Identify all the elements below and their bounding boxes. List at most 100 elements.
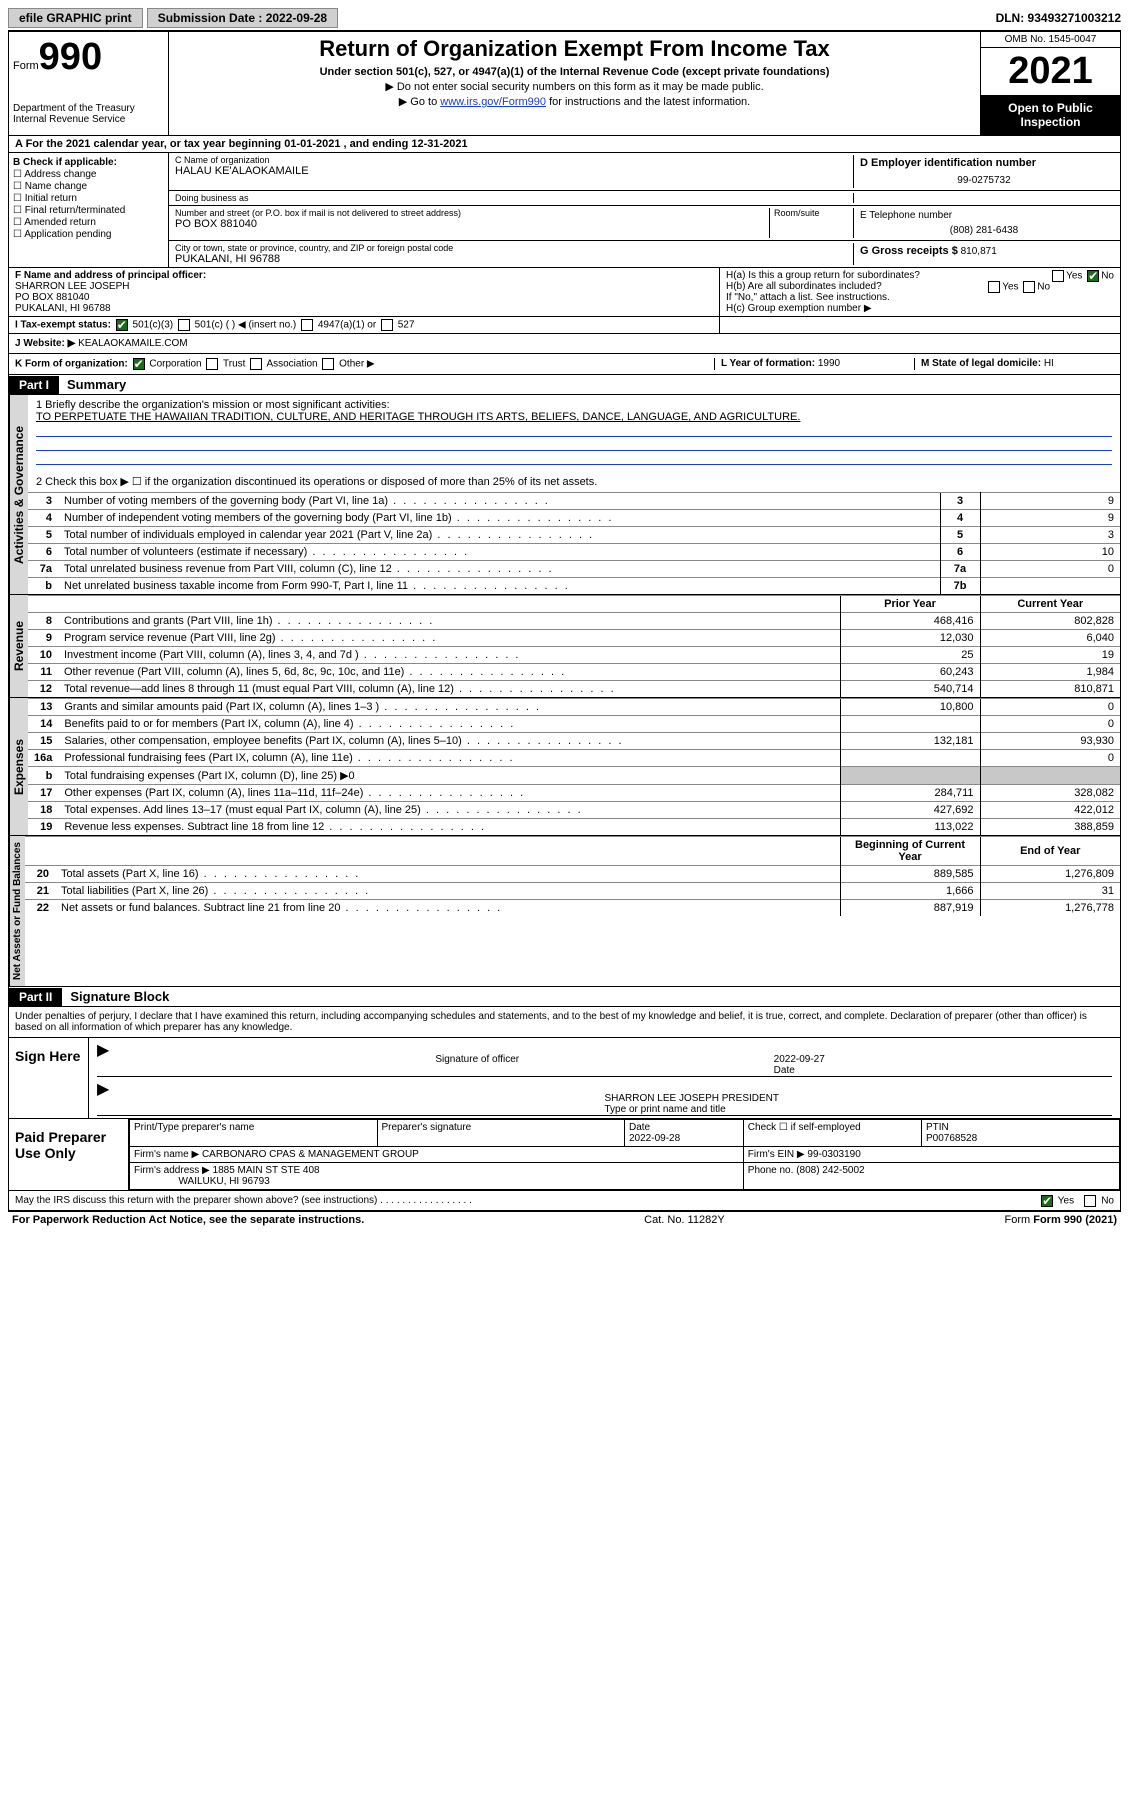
city-value: PUKALANI, HI 96788 — [175, 253, 849, 265]
section-revenue: Revenue Prior YearCurrent Year 8Contribu… — [8, 595, 1121, 698]
revenue-table: Prior YearCurrent Year 8Contributions an… — [28, 595, 1120, 697]
dln-label: DLN: 93493271003212 — [996, 11, 1121, 25]
form-header: Form990 Department of the Treasury Inter… — [8, 31, 1121, 136]
may-irs-discuss: May the IRS discuss this return with the… — [9, 1190, 1120, 1210]
chk-name-change[interactable]: ☐ Name change — [13, 181, 164, 192]
table-row: 7aTotal unrelated business revenue from … — [28, 561, 1120, 578]
chk-address-change[interactable]: ☐ Address change — [13, 169, 164, 180]
table-row: bTotal fundraising expenses (Part IX, co… — [28, 767, 1120, 785]
table-row: 22Net assets or fund balances. Subtract … — [25, 900, 1120, 917]
table-row: 16aProfessional fundraising fees (Part I… — [28, 750, 1120, 767]
tax-year: 2021 — [981, 48, 1120, 95]
chk-application-pending[interactable]: ☐ Application pending — [13, 229, 164, 240]
signature-arrow-icon: ▶ — [97, 1040, 435, 1076]
table-row: 10Investment income (Part VIII, column (… — [28, 647, 1120, 664]
declaration-text: Under penalties of perjury, I declare th… — [9, 1007, 1120, 1037]
phone-label: E Telephone number — [860, 210, 1108, 221]
table-row: 17Other expenses (Part IX, column (A), l… — [28, 785, 1120, 802]
firm-phone: (808) 242-5002 — [796, 1165, 864, 1176]
table-row: 5Total number of individuals employed in… — [28, 527, 1120, 544]
table-row: 6Total number of volunteers (estimate if… — [28, 544, 1120, 561]
city-label: City or town, state or province, country… — [175, 243, 849, 253]
may-irs-yes-checked — [1041, 1195, 1053, 1207]
efile-print-button[interactable]: efile GRAPHIC print — [8, 8, 143, 28]
tab-revenue: Revenue — [9, 595, 28, 697]
ein-value: 99-0275732 — [860, 169, 1108, 186]
section-expenses: Expenses 13Grants and similar amounts pa… — [8, 698, 1121, 836]
table-row: 21Total liabilities (Part X, line 26)1,6… — [25, 883, 1120, 900]
addr-value: PO BOX 881040 — [175, 218, 769, 230]
tab-net-assets: Net Assets or Fund Balances — [9, 836, 25, 986]
addr-label: Number and street (or P.O. box if mail i… — [175, 208, 769, 218]
table-row: 12Total revenue—add lines 8 through 11 (… — [28, 681, 1120, 698]
irs-link[interactable]: www.irs.gov/Form990 — [440, 96, 546, 108]
table-row: 9Program service revenue (Part VIII, lin… — [28, 630, 1120, 647]
row-a-tax-year: A For the 2021 calendar year, or tax yea… — [8, 136, 1121, 153]
row-i: I Tax-exempt status: 501(c)(3) 501(c) ( … — [8, 317, 1121, 334]
ptin-value: P00768528 — [926, 1133, 977, 1144]
signature-block: Under penalties of perjury, I declare th… — [8, 1007, 1121, 1211]
part-2-header: Part II Signature Block — [8, 987, 1121, 1007]
line-2: 2 Check this box ▶ ☐ if the organization… — [28, 471, 1120, 492]
h-a: H(a) Is this a group return for subordin… — [726, 270, 1114, 281]
gross-receipts-label: G Gross receipts $ — [860, 245, 958, 257]
form-title: Return of Organization Exempt From Incom… — [177, 36, 972, 62]
firm-addr2: WAILUKU, HI 96793 — [178, 1176, 269, 1187]
box-b: B Check if applicable: ☐ Address change … — [9, 153, 169, 267]
page-footer: For Paperwork Reduction Act Notice, see … — [8, 1211, 1121, 1228]
firm-ein: 99-0303190 — [807, 1149, 860, 1160]
part-1-header: Part I Summary — [8, 375, 1121, 395]
table-row: 4Number of independent voting members of… — [28, 510, 1120, 527]
signature-arrow-icon: ▶ — [97, 1079, 605, 1115]
table-row: 15Salaries, other compensation, employee… — [28, 733, 1120, 750]
table-row: 8Contributions and grants (Part VIII, li… — [28, 613, 1120, 630]
signature-date: 2022-09-27 — [774, 1054, 825, 1065]
form-number: Form990 — [13, 36, 164, 79]
dba-label: Doing business as — [175, 193, 849, 203]
table-row: 19Revenue less expenses. Subtract line 1… — [28, 819, 1120, 836]
table-row: 13Grants and similar amounts paid (Part … — [28, 699, 1120, 716]
row-klm: K Form of organization: Corporation Trus… — [8, 354, 1121, 375]
h-c: H(c) Group exemption number ▶ — [726, 303, 1114, 314]
signature-officer-label: Signature of officer — [435, 1040, 773, 1076]
open-inspection-badge: Open to Public Inspection — [981, 95, 1120, 135]
h-b: H(b) Are all subordinates included? Yes … — [726, 281, 1114, 292]
chk-501c3 — [116, 319, 128, 331]
form-note-1: ▶ Do not enter social security numbers o… — [177, 80, 972, 93]
officer-addr2: PUKALANI, HI 96788 — [15, 303, 713, 314]
year-formation: 1990 — [818, 358, 840, 369]
gross-receipts-value: 810,871 — [961, 246, 997, 257]
table-row: bNet unrelated business taxable income f… — [28, 578, 1120, 595]
line-1-label: 1 Briefly describe the organization's mi… — [36, 399, 1112, 411]
org-name-label: C Name of organization — [175, 155, 849, 165]
state-domicile: HI — [1044, 358, 1054, 369]
paid-preparer-label: Paid Preparer Use Only — [9, 1119, 129, 1190]
section-activities-governance: Activities & Governance 1 Briefly descri… — [8, 395, 1121, 595]
officer-name: SHARRON LEE JOSEPH — [15, 281, 713, 292]
sign-here-label: Sign Here — [9, 1038, 89, 1118]
officer-print-name: SHARRON LEE JOSEPH PRESIDENT — [605, 1093, 779, 1104]
row-f-h: F Name and address of principal officer:… — [8, 268, 1121, 317]
preparer-table: Print/Type preparer's name Preparer's si… — [129, 1119, 1120, 1190]
table-row: 20Total assets (Part X, line 16)889,5851… — [25, 866, 1120, 883]
form-note-2: ▶ Go to www.irs.gov/Form990 for instruct… — [177, 95, 972, 108]
ein-label: D Employer identification number — [860, 157, 1108, 169]
department-label: Department of the Treasury Internal Reve… — [13, 103, 164, 125]
chk-amended-return[interactable]: ☐ Amended return — [13, 217, 164, 228]
top-bar: efile GRAPHIC print Submission Date : 20… — [8, 8, 1121, 31]
form-subtitle: Under section 501(c), 527, or 4947(a)(1)… — [177, 66, 972, 78]
row-j: J Website: ▶ KEALAOKAMAILE.COM — [8, 334, 1121, 354]
chk-final-return[interactable]: ☐ Final return/terminated — [13, 205, 164, 216]
org-name: HALAU KE'ALAOKAMAILE — [175, 165, 849, 177]
tab-expenses: Expenses — [9, 698, 28, 835]
expense-table: 13Grants and similar amounts paid (Part … — [28, 698, 1120, 835]
officer-addr1: PO BOX 881040 — [15, 292, 713, 303]
section-net-assets: Net Assets or Fund Balances Beginning of… — [8, 836, 1121, 987]
chk-initial-return[interactable]: ☐ Initial return — [13, 193, 164, 204]
phone-value: (808) 281-6438 — [860, 221, 1108, 236]
table-row: 11Other revenue (Part VIII, column (A), … — [28, 664, 1120, 681]
chk-corporation — [133, 358, 145, 370]
mission-text: TO PERPETUATE THE HAWAIIAN TRADITION, CU… — [36, 411, 1112, 423]
h-b-note: If "No," attach a list. See instructions… — [726, 292, 1114, 303]
firm-name: CARBONARO CPAS & MANAGEMENT GROUP — [202, 1149, 419, 1160]
